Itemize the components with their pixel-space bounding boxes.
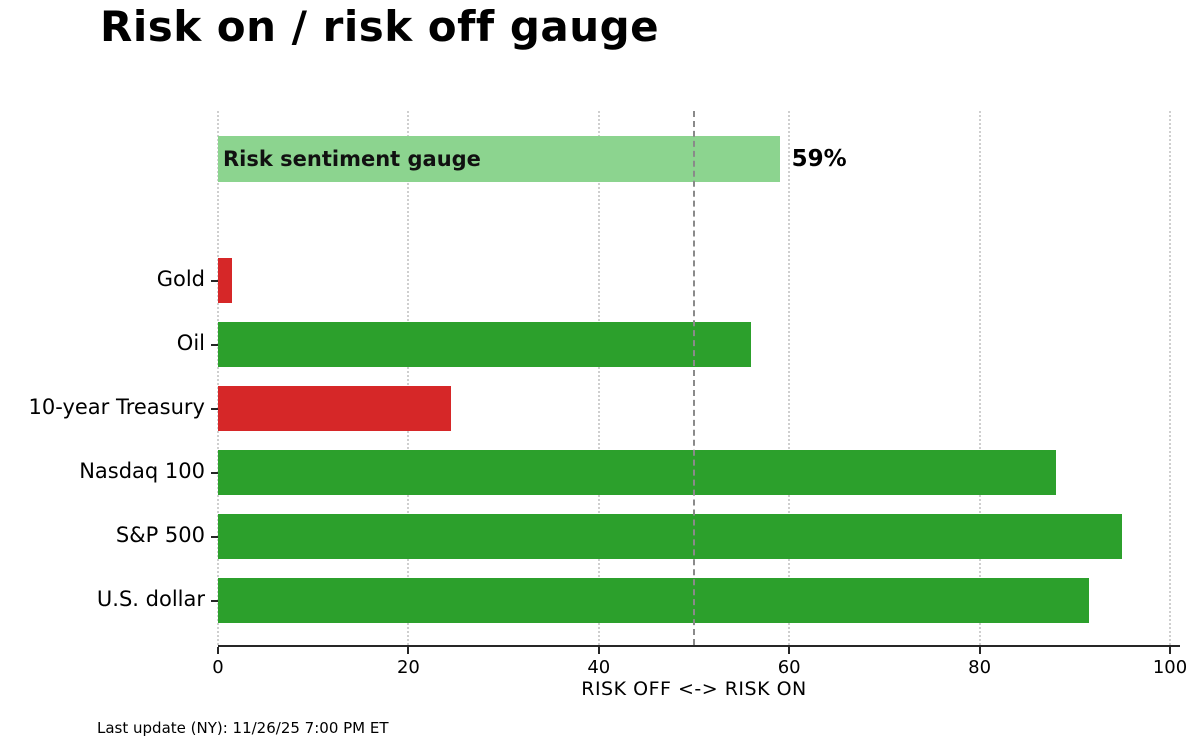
bar-10-year-treasury bbox=[218, 386, 452, 431]
y-tick-gold bbox=[211, 279, 218, 282]
y-label-oil: Oil bbox=[176, 330, 205, 355]
chart-title: Risk on / risk off gauge bbox=[100, 2, 660, 51]
x-tick-100 bbox=[1169, 647, 1171, 654]
y-tick-u-s-dollar bbox=[211, 599, 218, 602]
x-tick-60 bbox=[788, 647, 791, 654]
gauge-label: Risk sentiment gauge bbox=[223, 147, 481, 171]
y-tick-10-year-treasury bbox=[211, 407, 218, 410]
x-tick-80 bbox=[978, 647, 981, 654]
gridline-20 bbox=[407, 111, 410, 645]
plot-area: Risk sentiment gauge 59% Gold Oil 10-year Tr… bbox=[29, 111, 1187, 700]
y-tick-oil bbox=[211, 343, 218, 346]
gridline-60 bbox=[788, 111, 791, 645]
y-label-10-year-treasury: 10-year Treasury bbox=[28, 394, 205, 419]
gridline-40 bbox=[597, 111, 600, 645]
x-tick-label-0: 0 bbox=[212, 657, 224, 678]
y-label-u-s-dollar: U.S. dollar bbox=[96, 586, 205, 611]
reference-line-50 bbox=[693, 111, 695, 645]
x-tick-label-40: 40 bbox=[587, 657, 611, 678]
y-label-s-p-500: S&P 500 bbox=[115, 522, 205, 547]
bar-nasdaq-100 bbox=[218, 450, 1056, 495]
bar-gold bbox=[218, 258, 233, 303]
x-axis-label: RISK OFF <-> RISK ON bbox=[581, 678, 807, 700]
y-label-gold: Gold bbox=[156, 266, 205, 291]
bar-oil bbox=[218, 322, 752, 367]
gridline-0 bbox=[217, 111, 219, 645]
gauge-value-label: 59% bbox=[791, 146, 847, 172]
x-tick-label-100: 100 bbox=[1152, 657, 1188, 678]
x-axis-spine bbox=[218, 645, 1180, 647]
x-tick-label-60: 60 bbox=[777, 657, 801, 678]
bar-s-p-500 bbox=[218, 514, 1123, 559]
gridline-80 bbox=[978, 111, 981, 645]
last-update-text: Last update (NY): 11/26/25 7:00 PM ET bbox=[97, 719, 389, 737]
x-tick-label-20: 20 bbox=[396, 657, 420, 678]
y-label-nasdaq-100: Nasdaq 100 bbox=[79, 458, 205, 483]
gridline-100 bbox=[1169, 111, 1171, 645]
x-tick-label-80: 80 bbox=[968, 657, 992, 678]
y-tick-nasdaq-100 bbox=[211, 471, 218, 474]
bar-risk-sentiment-gauge: Risk sentiment gauge bbox=[218, 136, 780, 182]
x-tick-20 bbox=[407, 647, 410, 654]
y-tick-s-p-500 bbox=[211, 535, 218, 538]
bar-u-s-dollar bbox=[218, 578, 1090, 623]
x-tick-0 bbox=[217, 647, 219, 654]
x-tick-40 bbox=[597, 647, 600, 654]
